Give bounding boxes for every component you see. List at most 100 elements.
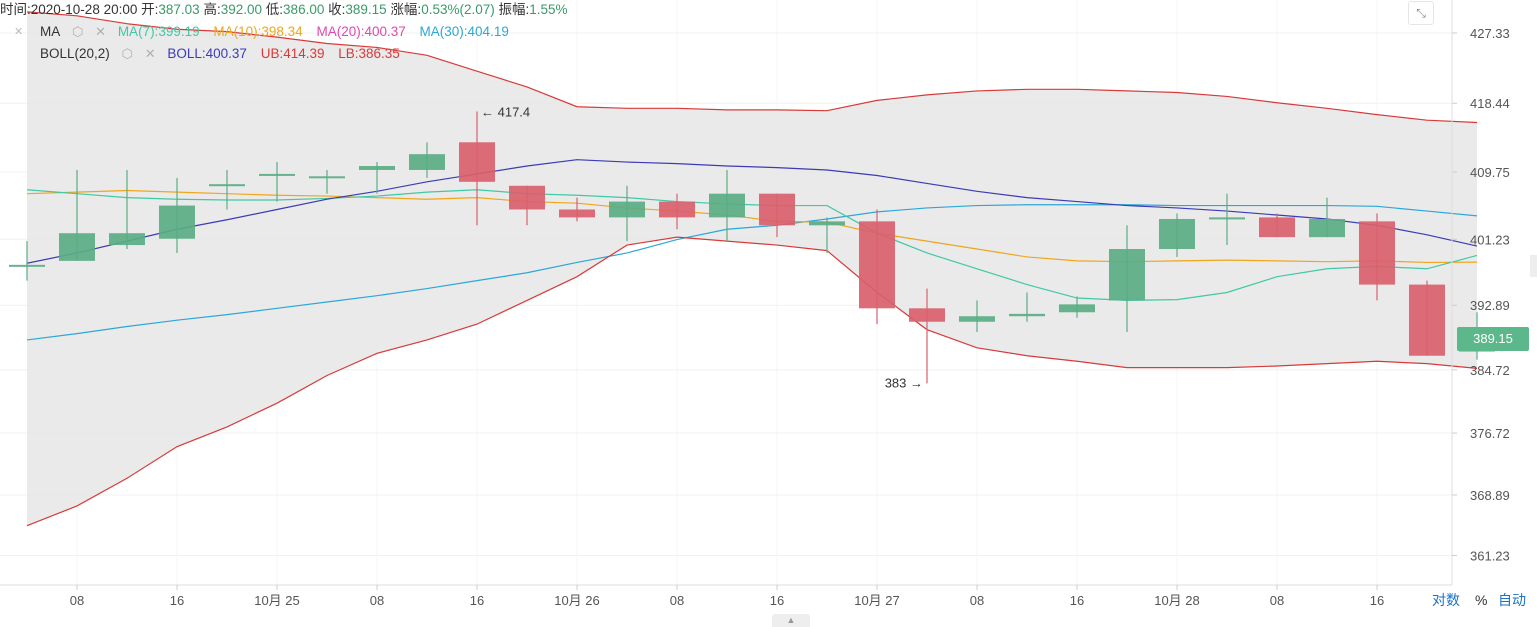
candle-body bbox=[1259, 217, 1295, 238]
x-axis: 08 16 10月 25 08 16 10月 26 08 16 10月 27 08 16 10月 28… bbox=[0, 584, 1452, 608]
boll-lb-line bbox=[26, 236, 1478, 527]
boll-band-fill bbox=[27, 11, 1477, 526]
x-tick-label: 08 bbox=[70, 593, 84, 608]
candle-body bbox=[9, 264, 45, 267]
candle-body bbox=[1159, 218, 1195, 250]
x-tick-label: 10月 25 bbox=[254, 593, 300, 608]
bottom-panel-handle[interactable]: ▲ bbox=[772, 614, 810, 627]
x-tick-label: 16 bbox=[1070, 593, 1084, 608]
open-value: 387.03 bbox=[158, 2, 200, 17]
amplitude-value: 1.55% bbox=[529, 2, 568, 17]
boll-legend-name: BOLL(20,2) bbox=[40, 46, 110, 61]
candle-body bbox=[309, 176, 345, 179]
candle-body bbox=[1309, 218, 1345, 238]
low-annotation: 383 → bbox=[885, 375, 923, 390]
boll-ub-line bbox=[26, 11, 1478, 124]
ma10-line bbox=[26, 189, 1478, 264]
x-tick-label: 16 bbox=[470, 593, 484, 608]
candle-body bbox=[609, 201, 645, 218]
candles bbox=[9, 111, 1495, 384]
candle-body bbox=[909, 308, 945, 322]
candle-body bbox=[159, 205, 195, 239]
ohlc-info: 时间:2020-10-28 20:00 开:387.03 高:392.00 低:… bbox=[0, 0, 568, 20]
gear-icon[interactable]: ⬡ bbox=[121, 46, 133, 61]
high-label: 高: bbox=[203, 2, 221, 17]
change-label: 涨幅: bbox=[390, 2, 422, 17]
x-tick-label: 16 bbox=[170, 593, 184, 608]
x-tick-label: 16 bbox=[770, 593, 784, 608]
candle-body bbox=[659, 201, 695, 218]
candle-body bbox=[1209, 217, 1245, 220]
candle-body bbox=[359, 166, 395, 170]
open-label: 开: bbox=[141, 2, 159, 17]
y-tick-label: 418.44 bbox=[1470, 96, 1510, 111]
x-tick-label: 10月 26 bbox=[554, 593, 600, 608]
ma20-value: MA(20):400.37 bbox=[316, 24, 406, 39]
ma30-line bbox=[26, 204, 1478, 341]
gear-icon[interactable]: ⬡ bbox=[72, 24, 84, 39]
boll-value: BOLL:400.37 bbox=[167, 46, 247, 61]
fullscreen-icon[interactable]: ⤡ bbox=[1408, 1, 1434, 25]
ma30-value: MA(30):404.19 bbox=[419, 24, 509, 39]
close-value: 389.15 bbox=[345, 2, 387, 17]
candle-body bbox=[259, 173, 295, 176]
y-axis: 427.33 418.44 409.75 401.23 392.89 384.72 376.… bbox=[1451, 0, 1510, 585]
chevron-icon[interactable]: ✕ bbox=[14, 26, 24, 38]
y-tick-label: 392.89 bbox=[1470, 298, 1510, 313]
close-icon[interactable]: ✕ bbox=[95, 24, 107, 39]
current-price-tag: 389.15 bbox=[1457, 327, 1529, 351]
x-tick-label: 08 bbox=[670, 593, 684, 608]
time-value: 2020-10-28 20:00 bbox=[30, 2, 138, 17]
ma7-value: MA(7):399.19 bbox=[117, 24, 200, 39]
candle-body bbox=[709, 193, 745, 218]
log-scale-button[interactable]: 对数 bbox=[1432, 592, 1460, 608]
y-tick-label: 361.23 bbox=[1470, 549, 1510, 564]
price-annotations: ← 417.4 383 → bbox=[481, 104, 923, 390]
boll-legend: BOLL(20,2) ⬡ ✕ BOLL:400.37 UB:414.39 LB:… bbox=[0, 44, 410, 64]
x-tick-label: 16 bbox=[1370, 593, 1384, 608]
candle-body bbox=[1109, 249, 1145, 301]
percent-scale-button[interactable]: % bbox=[1475, 592, 1488, 608]
candle-body bbox=[759, 193, 795, 226]
candle-body bbox=[1359, 221, 1395, 285]
x-tick-label: 08 bbox=[370, 593, 384, 608]
candle-body bbox=[1009, 313, 1045, 317]
candle-body bbox=[1059, 304, 1095, 313]
high-value: 392.00 bbox=[220, 2, 263, 17]
time-label: 时间: bbox=[0, 2, 31, 17]
low-value: 386.00 bbox=[283, 2, 325, 17]
y-tick-label: 409.75 bbox=[1470, 165, 1510, 180]
auto-scale-button[interactable]: 自动 bbox=[1498, 592, 1526, 608]
ma-legend-name: MA bbox=[40, 24, 61, 39]
y-tick-label: 401.23 bbox=[1470, 232, 1510, 247]
x-tick-label: 08 bbox=[1270, 593, 1284, 608]
bollinger-band bbox=[27, 11, 1477, 526]
candle-body bbox=[459, 142, 495, 182]
y-tick-label: 384.72 bbox=[1470, 363, 1510, 378]
candle-body bbox=[209, 184, 245, 187]
candle-body bbox=[509, 185, 545, 210]
ma-legend: ✕ MA ⬡ ✕ MA(7):399.19 MA(10):398.34 MA(2… bbox=[0, 22, 519, 42]
y-tick-label: 427.33 bbox=[1470, 26, 1510, 41]
candle-body bbox=[559, 209, 595, 218]
y-tick-label: 376.72 bbox=[1470, 426, 1510, 441]
right-panel-handle[interactable] bbox=[1530, 255, 1537, 277]
x-tick-label: 08 bbox=[970, 593, 984, 608]
ma10-value: MA(10):398.34 bbox=[213, 24, 303, 39]
change-value: 0.53%(2.07) bbox=[421, 2, 495, 17]
y-tick-label: 368.89 bbox=[1470, 488, 1510, 503]
indicator-lines bbox=[26, 11, 1478, 527]
candle-body bbox=[109, 233, 145, 246]
close-label: 收: bbox=[328, 2, 346, 17]
close-icon[interactable]: ✕ bbox=[144, 46, 156, 61]
boll-mid-line bbox=[26, 159, 1478, 264]
high-annotation: ← 417.4 bbox=[481, 104, 530, 119]
x-tick-label: 10月 28 bbox=[1154, 593, 1200, 608]
ma7-line bbox=[26, 189, 1478, 302]
amplitude-label: 振幅: bbox=[498, 2, 530, 17]
candle-body bbox=[809, 221, 845, 226]
x-tick-label: 10月 27 bbox=[854, 593, 900, 608]
boll-ub-value: UB:414.39 bbox=[260, 46, 325, 61]
candle-body bbox=[859, 221, 895, 309]
